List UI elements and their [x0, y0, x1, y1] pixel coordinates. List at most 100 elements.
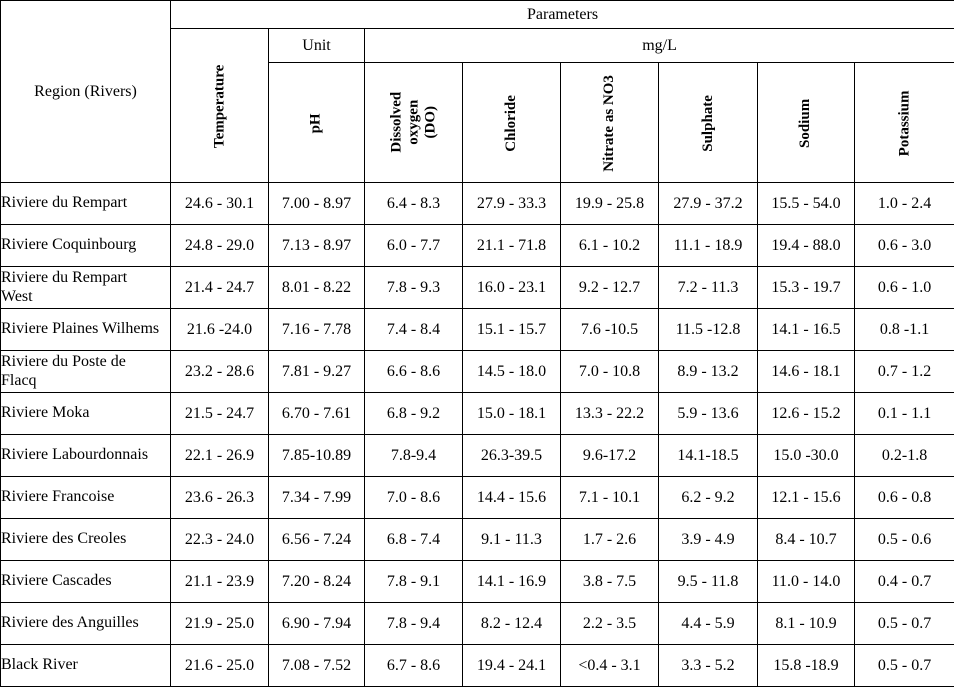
column-header-sulphate: Sulphate	[659, 63, 758, 183]
table-cell-chloride: 19.4 - 24.1	[463, 645, 561, 687]
table-cell-chloride: 26.3-39.5	[463, 435, 561, 477]
region-cell: Riviere du Rempart	[1, 183, 171, 225]
table-cell-nitrate: 2.2 - 3.5	[561, 603, 659, 645]
table-cell-sodium: 12.1 - 15.6	[758, 477, 855, 519]
table-cell-temperature: 21.1 - 23.9	[171, 561, 269, 603]
region-cell: Riviere Coquinbourg	[1, 225, 171, 267]
table-cell-nitrate: 9.2 - 12.7	[561, 267, 659, 309]
table-cell-dissolved-oxygen: 6.6 - 8.6	[365, 351, 463, 393]
table-cell-temperature: 24.8 - 29.0	[171, 225, 269, 267]
table-cell-sulphate: 27.9 - 37.2	[659, 183, 758, 225]
column-header-nitrate: Nitrate as NO3	[561, 63, 659, 183]
table-cell-sodium: 8.4 - 10.7	[758, 519, 855, 561]
table-cell-sulphate: 4.4 - 5.9	[659, 603, 758, 645]
table-cell-sulphate: 3.9 - 4.9	[659, 519, 758, 561]
table-cell-dissolved-oxygen: 6.8 - 7.4	[365, 519, 463, 561]
table-cell-nitrate: <0.4 - 3.1	[561, 645, 659, 687]
table-cell-potassium: 0.8 -1.1	[855, 309, 954, 351]
table-cell-ph: 7.16 - 7.78	[269, 309, 365, 351]
table-row: Riviere du Rempart 24.6 - 30.1 7.00 - 8.…	[1, 183, 954, 225]
table-cell-potassium: 0.5 - 0.7	[855, 603, 954, 645]
table-cell-potassium: 0.6 - 1.0	[855, 267, 954, 309]
table-cell-ph: 7.00 - 8.97	[269, 183, 365, 225]
table-row: Riviere Moka 21.5 - 24.7 6.70 - 7.61 6.8…	[1, 393, 954, 435]
table-cell-potassium: 0.1 - 1.1	[855, 393, 954, 435]
table-cell-potassium: 0.2-1.8	[855, 435, 954, 477]
table-body: Riviere du Rempart 24.6 - 30.1 7.00 - 8.…	[1, 183, 954, 687]
table-cell-sodium: 8.1 - 10.9	[758, 603, 855, 645]
table-cell-sulphate: 8.9 - 13.2	[659, 351, 758, 393]
table-cell-chloride: 8.2 - 12.4	[463, 603, 561, 645]
region-cell: Riviere du Poste de Flacq	[1, 351, 171, 393]
table-cell-sulphate: 3.3 - 5.2	[659, 645, 758, 687]
column-header-potassium: Potassium	[855, 63, 954, 183]
table-cell-chloride: 15.1 - 15.7	[463, 309, 561, 351]
table-cell-dissolved-oxygen: 7.4 - 8.4	[365, 309, 463, 351]
table-cell-temperature: 22.1 - 26.9	[171, 435, 269, 477]
region-cell: Riviere Plaines Wilhems	[1, 309, 171, 351]
table-cell-nitrate: 13.3 - 22.2	[561, 393, 659, 435]
table-cell-nitrate: 7.1 - 10.1	[561, 477, 659, 519]
column-header-sodium: Sodium	[758, 63, 855, 183]
table-cell-ph: 7.20 - 8.24	[269, 561, 365, 603]
table-cell-chloride: 16.0 - 23.1	[463, 267, 561, 309]
table-cell-nitrate: 7.6 -10.5	[561, 309, 659, 351]
table-cell-sulphate: 11.5 -12.8	[659, 309, 758, 351]
table-cell-ph: 7.34 - 7.99	[269, 477, 365, 519]
table-cell-ph: 6.56 - 7.24	[269, 519, 365, 561]
table-cell-temperature: 21.5 - 24.7	[171, 393, 269, 435]
table-cell-nitrate: 3.8 - 7.5	[561, 561, 659, 603]
table-cell-sodium: 14.1 - 16.5	[758, 309, 855, 351]
region-cell: Riviere Moka	[1, 393, 171, 435]
table-cell-temperature: 23.6 - 26.3	[171, 477, 269, 519]
table-cell-potassium: 0.6 - 3.0	[855, 225, 954, 267]
table-row: Riviere Francoise 23.6 - 26.3 7.34 - 7.9…	[1, 477, 954, 519]
column-header-dissolved-oxygen: Dissolved oxygen (DO)	[365, 63, 463, 183]
table-cell-potassium: 0.5 - 0.7	[855, 645, 954, 687]
table-cell-ph: 7.81 - 9.27	[269, 351, 365, 393]
table-cell-temperature: 21.6 - 25.0	[171, 645, 269, 687]
region-cell: Riviere des Anguilles	[1, 603, 171, 645]
table-cell-dissolved-oxygen: 7.8 - 9.4	[365, 603, 463, 645]
table-cell-sulphate: 14.1-18.5	[659, 435, 758, 477]
region-cell: Riviere Cascades	[1, 561, 171, 603]
table-cell-chloride: 9.1 - 11.3	[463, 519, 561, 561]
region-cell: Riviere des Creoles	[1, 519, 171, 561]
table-cell-sodium: 19.4 - 88.0	[758, 225, 855, 267]
table-cell-chloride: 14.5 - 18.0	[463, 351, 561, 393]
table-cell-dissolved-oxygen: 6.0 - 7.7	[365, 225, 463, 267]
table-cell-nitrate: 1.7 - 2.6	[561, 519, 659, 561]
region-cell: Riviere du Rempart West	[1, 267, 171, 309]
table-cell-sodium: 12.6 - 15.2	[758, 393, 855, 435]
table-cell-dissolved-oxygen: 7.8 - 9.3	[365, 267, 463, 309]
table-cell-sodium: 15.3 - 19.7	[758, 267, 855, 309]
table-cell-sulphate: 7.2 - 11.3	[659, 267, 758, 309]
table-cell-temperature: 21.4 - 24.7	[171, 267, 269, 309]
table-cell-dissolved-oxygen: 7.8-9.4	[365, 435, 463, 477]
table-cell-nitrate: 9.6-17.2	[561, 435, 659, 477]
column-header-temperature: Temperature	[171, 29, 269, 183]
table-row: Riviere Labourdonnais 22.1 - 26.9 7.85-1…	[1, 435, 954, 477]
column-header-chloride: Chloride	[463, 63, 561, 183]
table-cell-potassium: 0.7 - 1.2	[855, 351, 954, 393]
table-row: Black River 21.6 - 25.0 7.08 - 7.52 6.7 …	[1, 645, 954, 687]
table-cell-temperature: 24.6 - 30.1	[171, 183, 269, 225]
table-row: Riviere Cascades 21.1 - 23.9 7.20 - 8.24…	[1, 561, 954, 603]
table-cell-dissolved-oxygen: 6.4 - 8.3	[365, 183, 463, 225]
table-cell-dissolved-oxygen: 6.8 - 9.2	[365, 393, 463, 435]
table-cell-dissolved-oxygen: 7.8 - 9.1	[365, 561, 463, 603]
table-cell-chloride: 14.4 - 15.6	[463, 477, 561, 519]
table-cell-ph: 8.01 - 8.22	[269, 267, 365, 309]
table-cell-ph: 7.13 - 8.97	[269, 225, 365, 267]
region-cell: Riviere Labourdonnais	[1, 435, 171, 477]
table-cell-sodium: 15.5 - 54.0	[758, 183, 855, 225]
table-cell-sodium: 15.8 -18.9	[758, 645, 855, 687]
table-cell-dissolved-oxygen: 7.0 - 8.6	[365, 477, 463, 519]
table-cell-potassium: 1.0 - 2.4	[855, 183, 954, 225]
table-cell-ph: 7.08 - 7.52	[269, 645, 365, 687]
table-cell-sulphate: 9.5 - 11.8	[659, 561, 758, 603]
table-cell-nitrate: 19.9 - 25.8	[561, 183, 659, 225]
table-cell-potassium: 0.6 - 0.8	[855, 477, 954, 519]
column-header-ph: pH	[269, 63, 365, 183]
